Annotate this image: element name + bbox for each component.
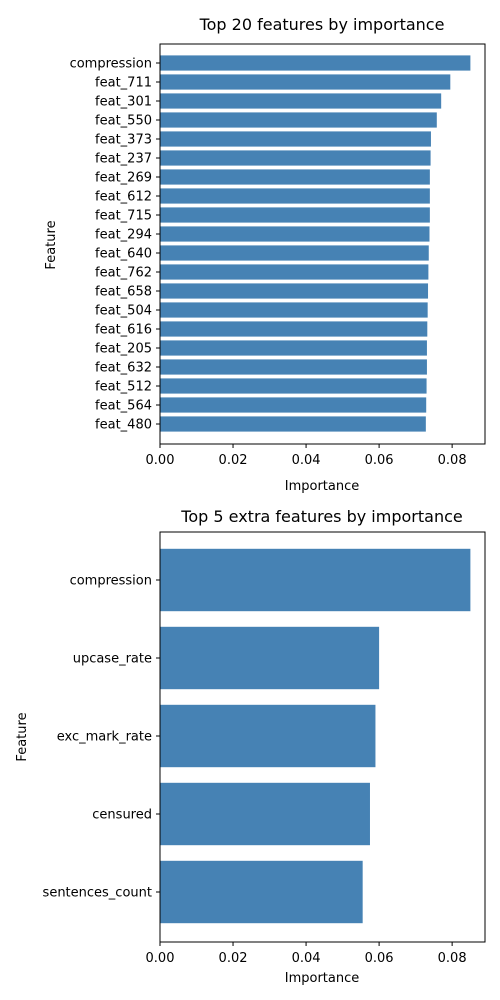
y-tick-label: feat_616 [95, 323, 152, 338]
bar-feat_294 [160, 226, 430, 242]
axes-frame [159, 531, 486, 943]
y-tick-label: compression [70, 57, 152, 72]
axes-group: compression feat_711 feat_301 feat_550 feat_… [70, 43, 486, 468]
x-tick-label: 0.00 [146, 951, 175, 966]
chart-top-5-extra-features: Top 5 extra features by importance compr… [15, 507, 486, 986]
x-tick-label: 0.08 [438, 951, 467, 966]
x-tick-label: 0.02 [219, 453, 248, 468]
bar-feat_269 [160, 169, 430, 185]
bar-exc_mark_rate [160, 704, 376, 768]
y-tick-label: sentences_count [43, 886, 152, 901]
bar-feat_550 [160, 112, 437, 128]
bar-feat_715 [160, 207, 430, 223]
y-tick-label: feat_550 [95, 114, 152, 129]
bar-feat_504 [160, 302, 428, 318]
y-axis-label: Feature [15, 712, 30, 761]
chart-title: Top 20 features by importance [199, 15, 445, 34]
bar-feat_711 [160, 74, 451, 90]
axes-frame [159, 43, 486, 445]
bar-feat_640 [160, 245, 429, 261]
y-tick-label: feat_480 [95, 418, 152, 433]
chart-top-20-features: Top 20 features by importance compressio… [44, 15, 486, 494]
bar-feat_612 [160, 188, 430, 204]
y-tick-label: feat_373 [95, 133, 152, 148]
x-tick-label: 0.06 [365, 453, 394, 468]
y-tick-label: compression [70, 574, 152, 589]
bars-group [160, 55, 471, 432]
bar-feat_632 [160, 359, 427, 375]
x-axis-label: Importance [285, 971, 360, 986]
bar-feat_512 [160, 378, 427, 394]
chart-title: Top 5 extra features by importance [180, 507, 462, 526]
x-tick-label: 0.04 [292, 453, 321, 468]
bar-compression [160, 55, 471, 71]
y-tick-label: feat_512 [95, 380, 152, 395]
x-tick-label: 0.08 [438, 453, 467, 468]
y-tick-label: feat_632 [95, 361, 152, 376]
y-tick-label: feat_715 [95, 209, 152, 224]
x-tick-label: 0.02 [219, 951, 248, 966]
bar-feat_373 [160, 131, 431, 147]
axes-group: compression upcase_rate exc_mark_ratecensu… [43, 531, 486, 966]
x-axis-label: Importance [285, 479, 360, 494]
y-tick-label: feat_658 [95, 285, 152, 300]
y-tick-label: feat_711 [95, 76, 152, 91]
y-tick-label: feat_301 [95, 95, 152, 110]
bar-feat_301 [160, 93, 442, 109]
x-tick-label: 0.06 [365, 951, 394, 966]
bar-feat_205 [160, 340, 427, 356]
y-tick-label: feat_205 [95, 342, 152, 357]
y-tick-label: censured [92, 808, 152, 823]
y-tick-label: upcase_rate [73, 652, 152, 667]
y-tick-label: feat_269 [95, 171, 152, 186]
bar-feat_616 [160, 321, 428, 337]
bar-compression [160, 548, 471, 612]
bars-group [160, 548, 471, 924]
bar-upcase_rate [160, 626, 380, 690]
bar-feat_237 [160, 150, 431, 166]
y-tick-label: feat_504 [95, 304, 152, 319]
y-tick-label: feat_294 [95, 228, 152, 243]
bar-feat_480 [160, 416, 426, 432]
bar-feat_762 [160, 264, 429, 280]
x-tick-label: 0.04 [292, 951, 321, 966]
y-axis-label: Feature [44, 220, 59, 269]
y-tick-label: feat_762 [95, 266, 152, 281]
bar-feat_564 [160, 397, 427, 413]
y-tick-label: feat_564 [95, 399, 152, 414]
x-tick-label: 0.00 [146, 453, 175, 468]
bar-feat_658 [160, 283, 429, 299]
y-tick-label: feat_612 [95, 190, 152, 205]
y-tick-label: feat_237 [95, 152, 152, 167]
bar-sentences_count [160, 860, 363, 924]
y-tick-label: exc_mark_rate [57, 730, 152, 745]
y-tick-label: feat_640 [95, 247, 152, 262]
bar-censured [160, 782, 370, 846]
